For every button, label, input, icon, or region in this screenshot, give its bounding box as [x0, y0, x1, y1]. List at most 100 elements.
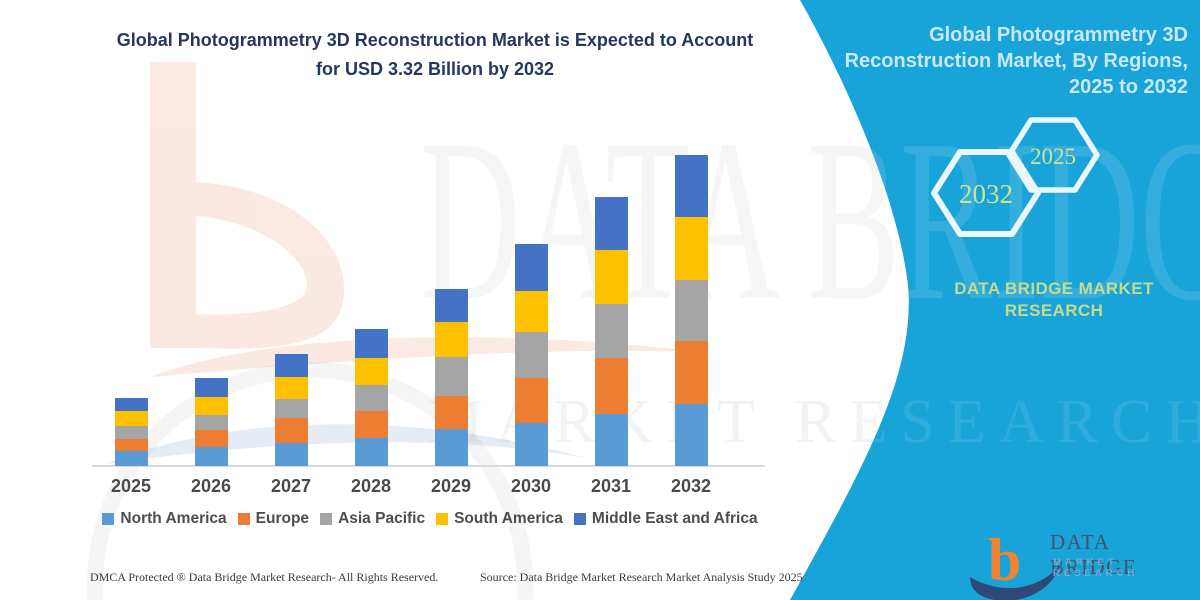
bar-segment-2026-asia-pacific — [194, 414, 228, 431]
legend-label: North America — [120, 510, 227, 527]
bar-segment-2032-europe — [674, 341, 708, 405]
bar-segment-2029-middle-east-and-africa — [434, 288, 468, 322]
cyan-panel — [790, 0, 1200, 600]
legend-label: Europe — [255, 510, 310, 527]
right-panel-title: Global Photogrammetry 3D Reconstruction … — [828, 22, 1188, 100]
chart-title: Global Photogrammetry 3D Reconstruction … — [95, 26, 775, 84]
dmca-footer-text: DMCA Protected ® Data Bridge Market Rese… — [90, 570, 439, 584]
bar-segment-2031-europe — [594, 358, 628, 414]
hexagon-2032: 2032 — [931, 149, 1041, 237]
legend-item-europe: Europe — [237, 510, 310, 528]
bar-segment-2029-asia-pacific — [434, 357, 468, 396]
chart-title-line1: Global Photogrammetry 3D Reconstruction … — [116, 30, 754, 50]
bar-segment-2025-north-america — [114, 451, 148, 466]
bar-segment-2026-europe — [194, 430, 228, 448]
watermark-text-white: DATA BRIDGE MARKET RESEARCH — [420, 93, 1200, 456]
bar-2027 — [274, 353, 308, 466]
legend-item-south-america: South America — [436, 510, 563, 528]
chart-legend: North America Europe Asia Pacific South Ame… — [85, 510, 775, 528]
legend-swatch-icon — [320, 513, 333, 525]
bar-segment-2028-south-america — [354, 358, 388, 385]
right-title-line1: Global Photogrammetry 3D — [929, 24, 1188, 46]
hexagon-2032-outline — [931, 149, 1041, 237]
hexagon-2025-outline — [1006, 117, 1100, 193]
bar-segment-2029-south-america — [434, 321, 468, 358]
bar-segment-2032-asia-pacific — [674, 279, 708, 342]
source-footer-text: Source: Data Bridge Market Research Mark… — [480, 570, 803, 584]
bar-segment-2025-middle-east-and-africa — [114, 397, 148, 411]
bar-segment-2031-asia-pacific — [594, 303, 628, 359]
legend-swatch-icon — [102, 513, 115, 525]
hexagon-2025: 2025 — [1006, 117, 1100, 193]
bar-segment-2027-middle-east-and-africa — [274, 353, 308, 377]
bar-segment-2026-middle-east-and-africa — [194, 378, 228, 397]
bar-segment-2027-north-america — [274, 442, 308, 466]
bar-segment-2028-north-america — [354, 437, 388, 466]
bar-segment-2032-south-america — [674, 216, 708, 280]
legend-item-north-america: North America — [102, 510, 227, 528]
legend-label: Middle East and Africa — [591, 510, 758, 527]
right-title-line2: Reconstruction Market, By Regions, — [844, 50, 1188, 72]
bar-segment-2028-europe — [354, 410, 388, 438]
bar-segment-2029-north-america — [434, 428, 468, 466]
hexagon-2025-label: 2025 — [1030, 144, 1076, 169]
x-axis-label-2031: 2031 — [590, 476, 632, 496]
x-axis-line — [92, 465, 765, 467]
hexagon-2032-label: 2032 — [959, 179, 1013, 209]
bar-segment-2030-europe — [514, 377, 548, 423]
bar-segment-2032-middle-east-and-africa — [674, 155, 708, 217]
bar-segment-2029-europe — [434, 395, 468, 429]
bar-segment-2031-north-america — [594, 413, 628, 466]
legend-item-asia-pacific: Asia Pacific — [320, 510, 425, 528]
chart-title-line2: for USD 3.32 Billion by 2032 — [315, 59, 555, 79]
x-axis-label-2032: 2032 — [670, 476, 712, 496]
x-axis-label-2026: 2026 — [190, 476, 232, 496]
x-axis-label-2029: 2029 — [430, 476, 472, 496]
bar-2028 — [354, 329, 388, 466]
bar-segment-2030-south-america — [514, 290, 548, 333]
x-axis-label-2027: 2027 — [270, 476, 312, 496]
right-title-line3: 2025 to 2032 — [1069, 76, 1188, 98]
bar-2025 — [114, 397, 148, 466]
logo-name-text: DATA BRIDGE — [1050, 530, 1138, 579]
bar-segment-2030-middle-east-and-africa — [514, 243, 548, 291]
bar-segment-2025-south-america — [114, 410, 148, 426]
x-axis-label-2028: 2028 — [350, 476, 392, 496]
bar-segment-2027-europe — [274, 418, 308, 443]
bar-segment-2031-middle-east-and-africa — [594, 197, 628, 250]
bar-segment-2027-asia-pacific — [274, 398, 308, 419]
x-axis-label-2025: 2025 — [110, 476, 152, 496]
bar-2032 — [674, 155, 708, 466]
bar-segment-2028-middle-east-and-africa — [354, 329, 388, 359]
x-axis-label-2030: 2030 — [510, 476, 552, 496]
bar-2031 — [594, 197, 628, 466]
watermark-row1-white: DATA BRIDGE — [420, 93, 1200, 349]
legend-swatch-icon — [436, 513, 449, 525]
logo-b-letter: b — [988, 527, 1021, 593]
legend-swatch-icon — [573, 513, 586, 525]
bar-segment-2027-south-america — [274, 376, 308, 399]
logo-subtitle-text: MARKET RESEARCH — [1053, 557, 1139, 579]
legend-label: Asia Pacific — [338, 510, 426, 527]
bar-segment-2032-north-america — [674, 404, 708, 466]
bar-segment-2025-europe — [114, 438, 148, 451]
bar-2029 — [434, 288, 468, 466]
watermark-row2-white: MARKET RESEARCH — [428, 388, 1200, 456]
bar-segment-2030-asia-pacific — [514, 332, 548, 378]
bar-2026 — [194, 378, 228, 466]
brand-caption: DATA BRIDGE MARKET RESEARCH — [954, 279, 1154, 320]
bar-2030 — [514, 243, 548, 466]
bar-segment-2031-south-america — [594, 249, 628, 304]
bar-segment-2030-north-america — [514, 422, 548, 466]
legend-item-middle-east-and-africa: Middle East and Africa — [573, 510, 758, 528]
bar-segment-2026-south-america — [194, 396, 228, 415]
logo-swoosh — [970, 565, 1060, 600]
data-bridge-logo-icon: b — [970, 527, 1060, 600]
bar-segment-2026-north-america — [194, 447, 228, 466]
bar-segment-2028-asia-pacific — [354, 384, 388, 411]
data-bridge-b-watermark-icon — [150, 62, 700, 377]
watermark-arc — [87, 362, 533, 600]
